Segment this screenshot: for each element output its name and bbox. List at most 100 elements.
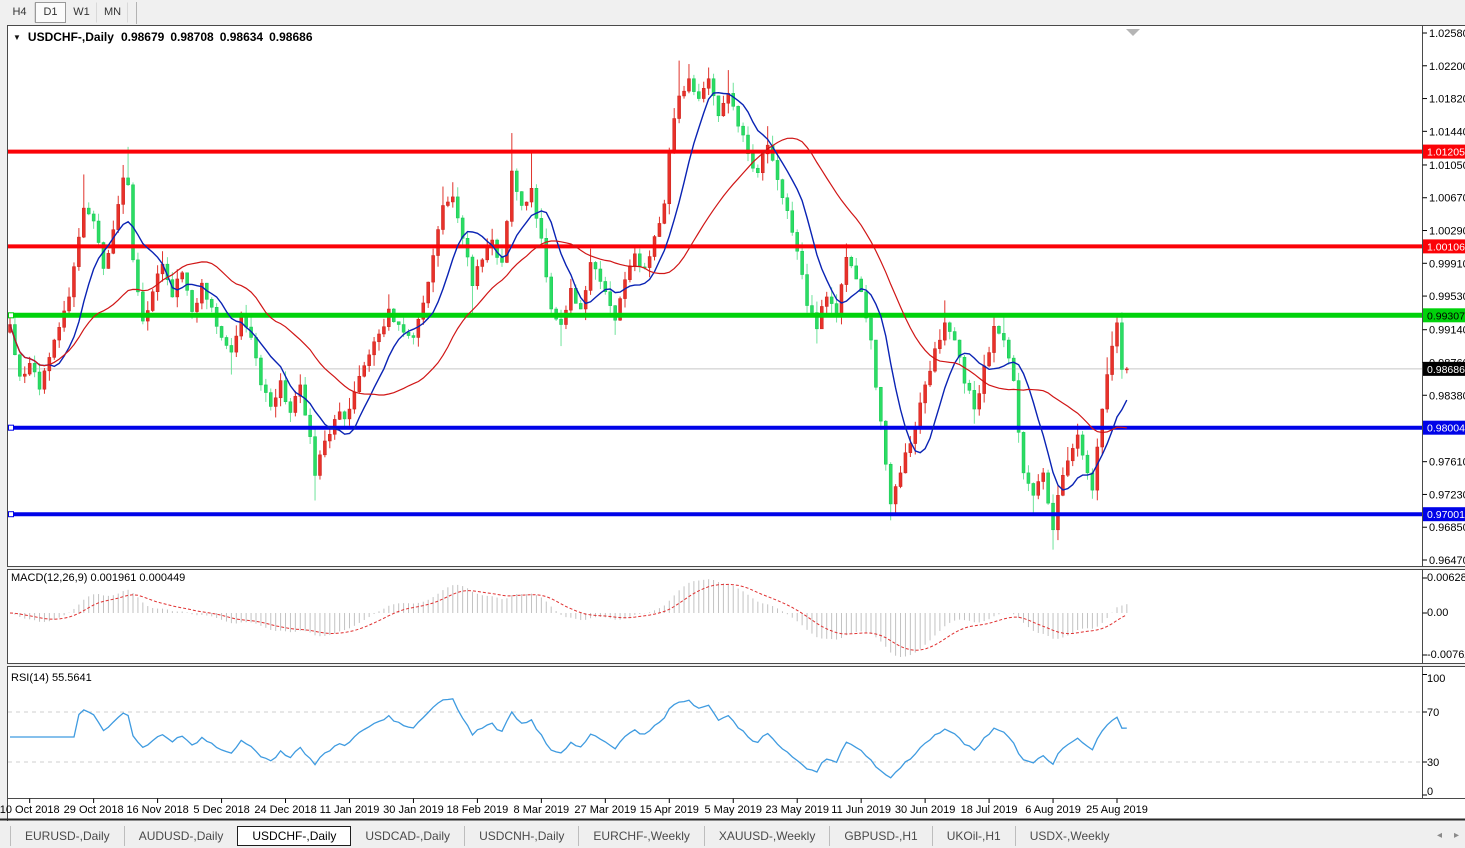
- rsi-indicator-name: RSI(14): [11, 672, 49, 684]
- date-axis[interactable]: 10 Oct 2018 29 Oct 2018 16 Nov 2018 5 Dec 2…: [0, 798, 1148, 817]
- svg-text:1.02200: 1.02200: [1429, 61, 1465, 73]
- macd-signal-line: [9, 583, 1128, 651]
- svg-text:5 May 2019: 5 May 2019: [704, 804, 761, 816]
- svg-text:1.00670: 1.00670: [1429, 193, 1465, 205]
- level-label-0.98004: [1423, 420, 1465, 435]
- svg-text:0.99910: 0.99910: [1429, 258, 1465, 270]
- level-handle-0.98004[interactable]: [8, 424, 14, 431]
- timeframe-button-d1[interactable]: D1: [35, 2, 66, 23]
- level-handle-0.99307[interactable]: [8, 312, 14, 319]
- svg-text:-0.00762: -0.00762: [1427, 649, 1465, 661]
- svg-text:18 Jul 2019: 18 Jul 2019: [961, 804, 1018, 816]
- level-label-1.01205: [1423, 144, 1465, 159]
- svg-text:24 Dec 2018: 24 Dec 2018: [254, 804, 316, 816]
- svg-text:15 Apr 2019: 15 Apr 2019: [640, 804, 699, 816]
- svg-text:5 Dec 2018: 5 Dec 2018: [193, 804, 249, 816]
- tab-xauusd-weekly[interactable]: XAUUSD-,Weekly: [703, 826, 829, 846]
- svg-text:0.97610: 0.97610: [1429, 457, 1465, 469]
- tab-usdcnh-daily[interactable]: USDCNH-,Daily: [464, 826, 578, 846]
- chart-title: ▼ USDCHF-,Daily 0.98679 0.98708 0.98634 …: [13, 30, 313, 44]
- tab-scroll-right-icon[interactable]: ▸: [1453, 830, 1459, 841]
- svg-text:25 Aug 2019: 25 Aug 2019: [1086, 804, 1148, 816]
- tab-usdcad-daily[interactable]: USDCAD-,Daily: [365, 829, 451, 843]
- ohlc-readout: 0.98679 0.98708 0.98634 0.98686: [121, 30, 313, 44]
- svg-text:27 Mar 2019: 27 Mar 2019: [574, 804, 636, 816]
- svg-text:11 Jan 2019: 11 Jan 2019: [320, 804, 380, 816]
- svg-text:70: 70: [1427, 707, 1439, 719]
- tab-ukoil-h1[interactable]: UKOil-,H1: [931, 826, 1015, 846]
- svg-text:0.98380: 0.98380: [1429, 390, 1465, 402]
- svg-text:0.98686: 0.98686: [1427, 364, 1465, 376]
- macd-histogram: [14, 579, 1128, 657]
- tab-eurusd-daily[interactable]: EURUSD-,Daily: [10, 826, 124, 846]
- svg-text:0.99140: 0.99140: [1429, 325, 1465, 337]
- svg-text:0.96470: 0.96470: [1429, 555, 1465, 567]
- svg-text:0.98004: 0.98004: [1427, 423, 1465, 435]
- timeframe-toolbar: H4 D1 W1 MN: [0, 0, 1465, 25]
- timeframe-button-h4[interactable]: H4: [4, 2, 35, 23]
- tab-gbpusd-h1[interactable]: GBPUSD-,H1: [829, 826, 931, 846]
- svg-text:0.99530: 0.99530: [1429, 291, 1465, 303]
- timeframe-button-w1[interactable]: W1: [66, 2, 97, 23]
- macd-label: MACD(12,26,9) 0.001961 0.000449: [11, 572, 185, 584]
- ma-slow-line: [9, 137, 1127, 434]
- price-axis[interactable]: 1.02580 1.02200 1.01820 1.01440 1.01050 1.006…: [1422, 28, 1465, 567]
- svg-text:30 Jun 2019: 30 Jun 2019: [895, 804, 956, 816]
- main-price-pane[interactable]: [8, 60, 1422, 550]
- horizontal-level-lines[interactable]: [8, 149, 1422, 518]
- svg-text:1.02580: 1.02580: [1429, 28, 1465, 40]
- svg-text:16 Nov 2018: 16 Nov 2018: [126, 804, 188, 816]
- svg-text:30 Jan 2019: 30 Jan 2019: [383, 804, 444, 816]
- svg-text:0.97001: 0.97001: [1427, 509, 1465, 521]
- svg-text:1.01205: 1.01205: [1427, 147, 1465, 159]
- svg-text:11 Jun 2019: 11 Jun 2019: [831, 804, 891, 816]
- collapse-triangle-icon[interactable]: ▼: [13, 32, 21, 42]
- svg-text:0.006286: 0.006286: [1427, 572, 1465, 584]
- svg-text:10 Oct 2018: 10 Oct 2018: [0, 804, 60, 816]
- rsi-axis: 100 70 30 0: [1422, 673, 1445, 798]
- rsi-label: RSI(14) 55.5641: [11, 672, 92, 684]
- svg-text:1.00290: 1.00290: [1429, 226, 1465, 238]
- rsi-indicator-value: 55.5641: [51, 672, 92, 684]
- macd-indicator-values: 0.001961 0.000449: [90, 572, 186, 584]
- svg-text:8 Mar 2019: 8 Mar 2019: [514, 804, 570, 816]
- level-label-0.97001: [1423, 507, 1465, 522]
- level-label-0.99307: [1423, 308, 1465, 323]
- chart-symbol-label: USDCHF-,Daily: [27, 30, 114, 44]
- svg-text:0: 0: [1427, 786, 1433, 798]
- open-value: 0.98679: [120, 30, 165, 44]
- macd-pane[interactable]: [9, 579, 1128, 657]
- macd-axis: 0.006286 0.00 -0.00762: [1422, 572, 1465, 661]
- tab-usdx-weekly[interactable]: USDX-,Weekly: [1014, 826, 1124, 846]
- svg-text:18 Feb 2019: 18 Feb 2019: [447, 804, 509, 816]
- tab-eurchf-weekly[interactable]: EURCHF-,Weekly: [578, 826, 703, 846]
- low-value: 0.98634: [219, 30, 264, 44]
- tab-audusd-daily[interactable]: AUDUSD-,Daily: [123, 826, 238, 846]
- tab-usdchf-daily[interactable]: USDCHF-,Daily: [237, 826, 352, 846]
- svg-text:1.01050: 1.01050: [1429, 160, 1465, 172]
- tab-scroll-left-icon[interactable]: ◂: [1436, 830, 1442, 841]
- current-price-label: [1423, 361, 1465, 376]
- svg-text:100: 100: [1427, 673, 1445, 685]
- macd-indicator-name: MACD(12,26,9): [11, 572, 88, 584]
- svg-text:29 Oct 2018: 29 Oct 2018: [64, 804, 124, 816]
- rsi-pane[interactable]: [8, 698, 1422, 779]
- svg-text:6 Aug 2019: 6 Aug 2019: [1025, 804, 1081, 816]
- toolbar-divider: [136, 1, 137, 24]
- tab-scroll-arrows: ◂ ▸: [1437, 830, 1459, 842]
- svg-text:0.00: 0.00: [1427, 607, 1448, 619]
- high-value: 0.98708: [170, 30, 214, 44]
- ma-fast-line: [9, 91, 1128, 491]
- svg-text:1.00106: 1.00106: [1427, 241, 1465, 253]
- candles-layer: [8, 60, 1129, 550]
- level-handle-0.97001[interactable]: [8, 511, 14, 518]
- svg-text:23 May 2019: 23 May 2019: [765, 804, 829, 816]
- svg-text:0.96850: 0.96850: [1429, 522, 1465, 534]
- chart-shift-icon[interactable]: [1126, 29, 1140, 36]
- level-label-1.00106: [1423, 239, 1465, 254]
- rsi-line: [10, 698, 1127, 779]
- svg-text:30: 30: [1427, 757, 1439, 769]
- timeframe-button-mn[interactable]: MN: [97, 2, 128, 23]
